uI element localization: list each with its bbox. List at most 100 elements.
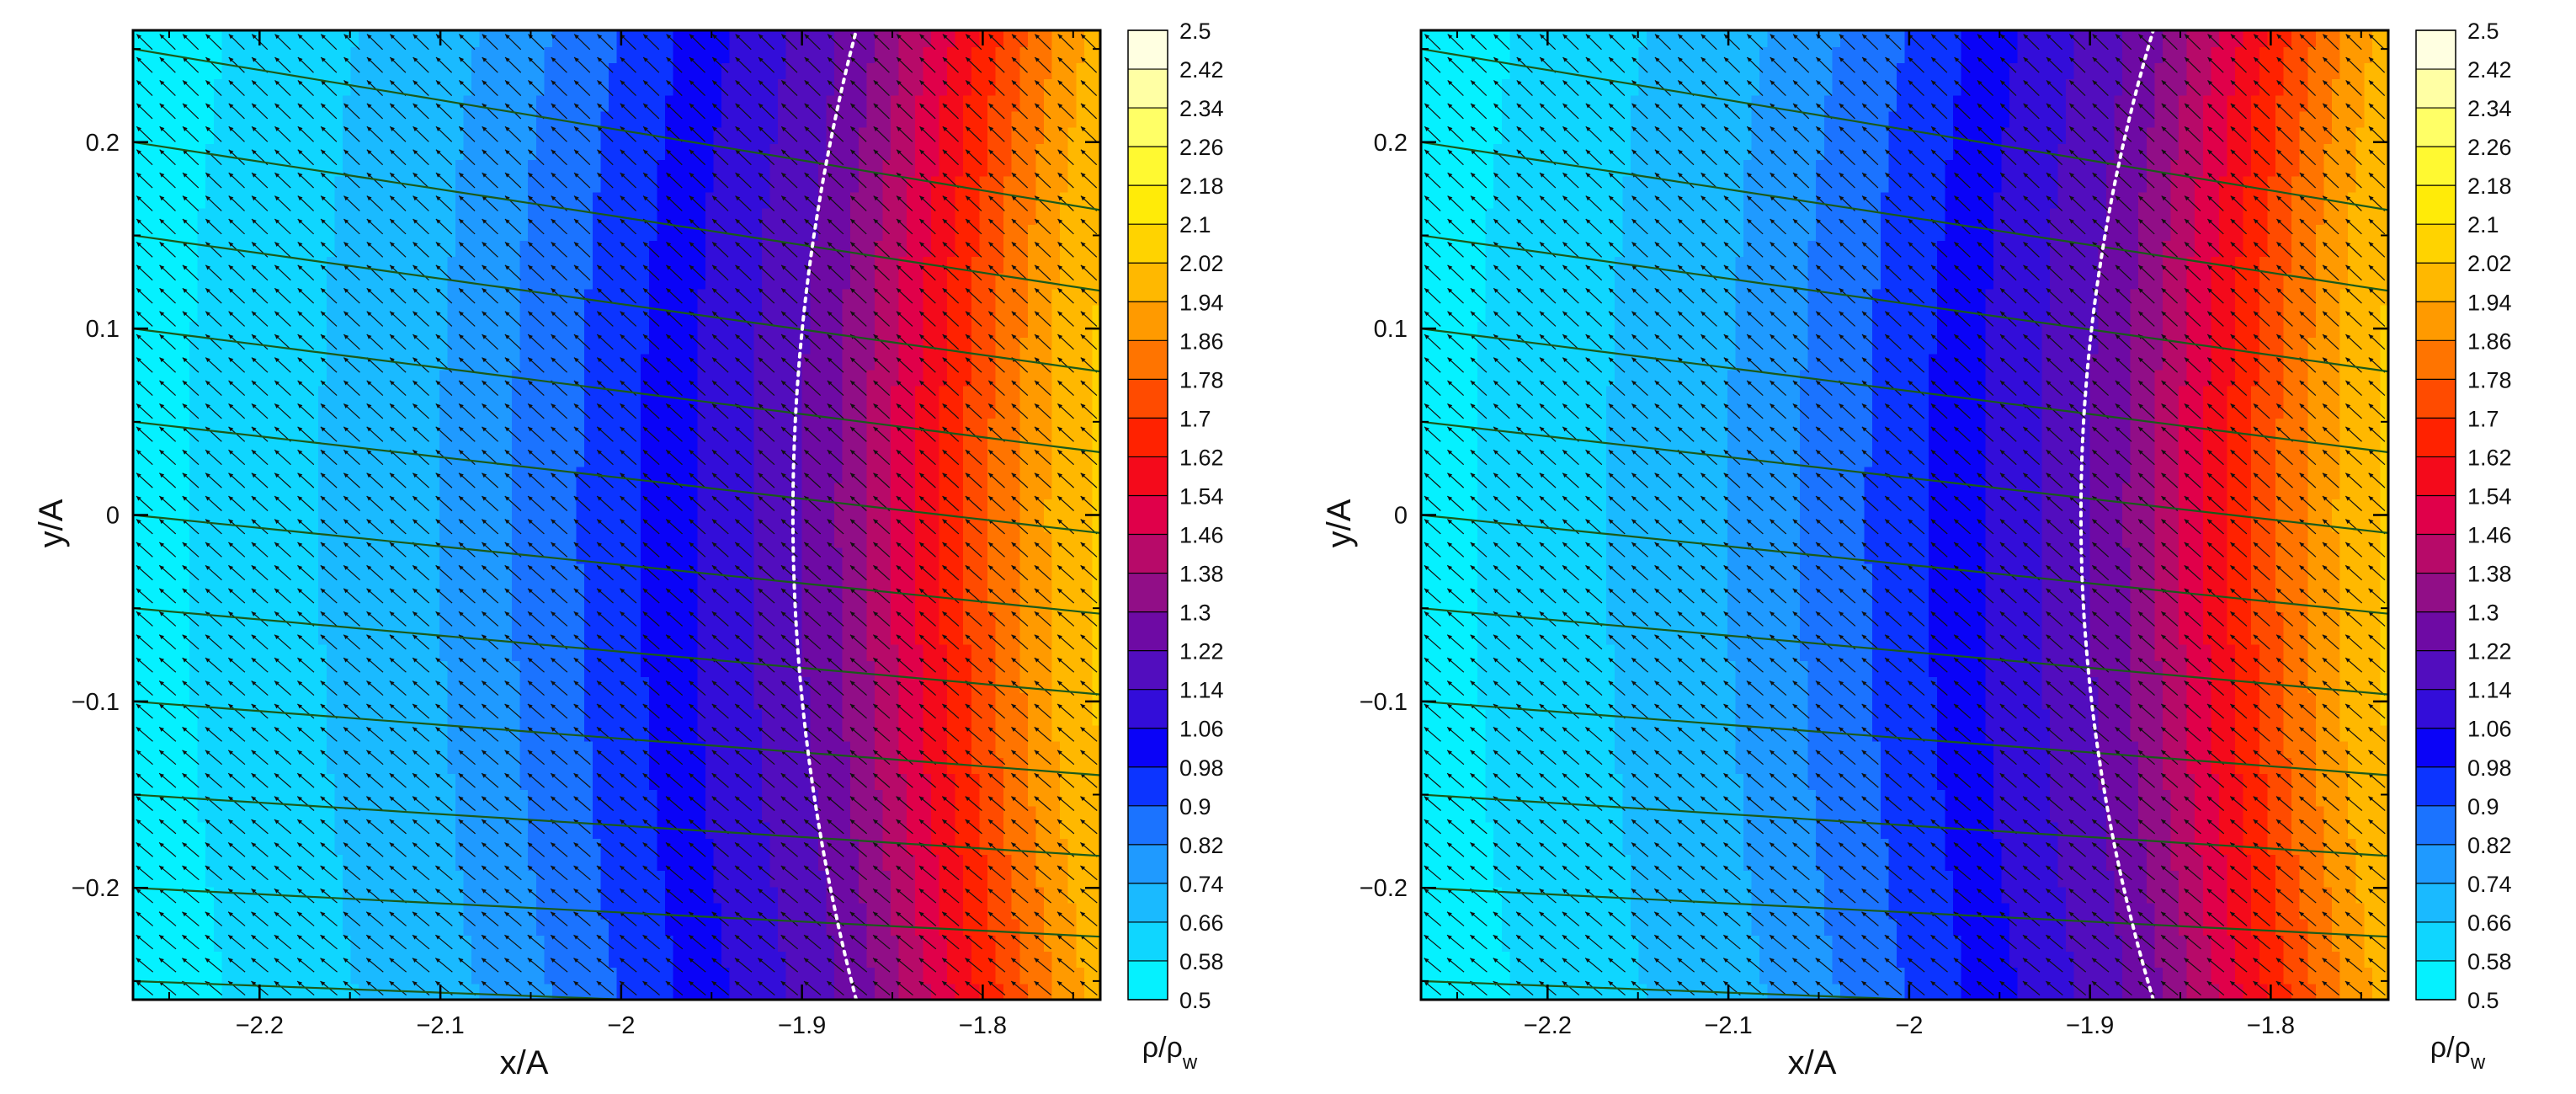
- vector-arrowhead: [827, 703, 833, 709]
- vector-arrowhead: [528, 542, 533, 547]
- vector-arrowhead: [780, 865, 786, 871]
- vector-arrowhead: [297, 357, 303, 363]
- vector-arrowhead: [390, 195, 395, 201]
- vector-arrowhead: [2322, 865, 2328, 871]
- vector-arrowhead: [2322, 680, 2328, 686]
- vector-arrowhead: [412, 611, 418, 616]
- vector-arrowhead: [850, 57, 856, 62]
- vector-arrowhead: [573, 611, 579, 616]
- vector-arrowhead: [1723, 911, 1729, 917]
- vector-arrowhead: [942, 426, 948, 432]
- vector-arrowhead: [1861, 703, 1867, 709]
- vector-arrowhead: [1057, 796, 1062, 802]
- vector-arrowhead: [482, 103, 487, 109]
- vector-arrowhead: [1954, 703, 1959, 709]
- vector-arrowhead: [551, 565, 556, 570]
- vector-arrowhead: [297, 680, 303, 686]
- vector-arrowhead: [1035, 403, 1040, 408]
- vector-arrowhead: [2046, 796, 2052, 802]
- vector-arrowhead: [2022, 911, 2028, 917]
- vector-arrowhead: [528, 403, 533, 408]
- vector-arrowhead: [159, 542, 165, 547]
- vector-arrowhead: [1861, 889, 1867, 894]
- vector-arrowhead: [390, 149, 395, 155]
- vector-arrowhead: [1447, 658, 1453, 663]
- vector-arrowhead: [252, 219, 257, 224]
- vector-arrowhead: [274, 889, 279, 894]
- vector-arrowhead: [1792, 703, 1798, 709]
- vector-arrowhead: [711, 842, 717, 847]
- vector-arrowhead: [711, 519, 717, 525]
- vector-arrowhead: [2184, 911, 2190, 917]
- vector-arrowhead: [1930, 680, 1936, 686]
- vector-arrowhead: [320, 935, 326, 940]
- vector-arrowhead: [988, 611, 993, 616]
- vector-arrowhead: [919, 264, 925, 270]
- vector-arrowhead: [412, 357, 418, 363]
- vector-arrowhead: [1011, 773, 1017, 778]
- vector-arrowhead: [873, 496, 879, 501]
- vector-arrowhead: [2184, 703, 2190, 709]
- vector-arrowhead: [781, 219, 786, 224]
- vector-arrowhead: [459, 496, 464, 501]
- vector-arrowhead: [136, 819, 141, 825]
- vector-arrowhead: [804, 334, 810, 339]
- vector-arrowhead: [551, 727, 556, 732]
- vector-arrowhead: [574, 34, 579, 40]
- vector-arrowhead: [666, 750, 671, 755]
- vector-arrowhead: [666, 796, 671, 802]
- vector-arrowhead: [412, 219, 418, 224]
- vector-arrowhead: [2206, 819, 2212, 825]
- vector-arrowhead: [482, 264, 487, 270]
- vector-arrowhead: [597, 634, 602, 640]
- vector-arrowhead: [574, 57, 579, 62]
- vector-arrowhead: [366, 727, 372, 732]
- vector-arrowhead: [643, 80, 648, 86]
- vector-arrowhead: [159, 195, 165, 201]
- vector-arrowhead: [758, 958, 764, 963]
- vector-arrowhead: [2161, 865, 2166, 871]
- vector-arrowhead: [804, 403, 810, 408]
- vector-arrowhead: [873, 565, 879, 570]
- vector-arrowhead: [734, 981, 740, 986]
- vector-arrowhead: [919, 519, 924, 525]
- vector-arrowhead: [205, 173, 211, 178]
- vector-arrowhead: [482, 519, 487, 525]
- vector-arrowhead: [643, 34, 648, 40]
- vector-arrowhead: [2184, 889, 2190, 894]
- vector-arrowhead: [1700, 634, 1706, 640]
- vector-arrowhead: [873, 80, 879, 86]
- vector-arrowhead: [597, 103, 603, 109]
- vector-arrowhead: [1700, 911, 1706, 917]
- colorbar-swatch: [1128, 379, 1168, 419]
- vector-arrowhead: [827, 357, 833, 363]
- vector-arrowhead: [711, 703, 717, 709]
- vector-arrowhead: [780, 935, 786, 940]
- vector-arrowhead: [482, 173, 487, 178]
- vector-arrowhead: [389, 727, 395, 732]
- vector-arrowhead: [2046, 935, 2052, 940]
- vector-arrowhead: [735, 126, 741, 131]
- vector-arrowhead: [711, 680, 717, 686]
- vector-arrowhead: [897, 242, 902, 248]
- vector-arrowhead: [574, 173, 579, 178]
- vector-arrowhead: [1034, 796, 1040, 802]
- vector-arrowhead: [2299, 935, 2305, 940]
- vector-arrowhead: [458, 981, 464, 986]
- vector-arrowhead: [735, 519, 741, 525]
- vector-arrowhead: [712, 173, 717, 178]
- vector-arrowhead: [1908, 958, 1913, 963]
- vector-arrowhead: [735, 264, 741, 270]
- vector-arrowhead: [1884, 773, 1890, 778]
- vector-arrowhead: [1861, 680, 1867, 686]
- vector-arrowhead: [1585, 703, 1591, 709]
- vector-arrowhead: [780, 773, 786, 778]
- vector-arrowhead: [182, 264, 188, 270]
- vector-arrowhead: [804, 195, 810, 201]
- vector-arrowhead: [1516, 958, 1521, 963]
- vector-arrowhead: [2161, 680, 2167, 686]
- vector-arrowhead: [620, 611, 625, 616]
- vector-arrowhead: [366, 703, 372, 709]
- vector-arrowhead: [620, 542, 625, 547]
- vector-arrowhead: [643, 334, 648, 339]
